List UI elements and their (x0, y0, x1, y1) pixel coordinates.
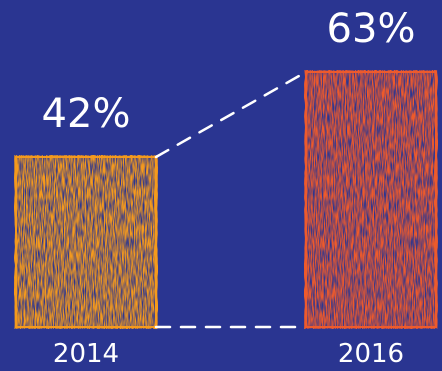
connector-top-line (154, 70, 308, 159)
bar-2016 (304, 70, 438, 329)
bar-2014 (14, 155, 158, 329)
category-label-2016: 2016 (338, 339, 404, 369)
value-label-2014: 42% (42, 91, 131, 137)
value-label-2016: 63% (327, 6, 416, 52)
bar-outline-2016 (305, 71, 437, 328)
bar-outline-2014 (15, 156, 157, 328)
category-label-2014: 2014 (53, 339, 119, 369)
